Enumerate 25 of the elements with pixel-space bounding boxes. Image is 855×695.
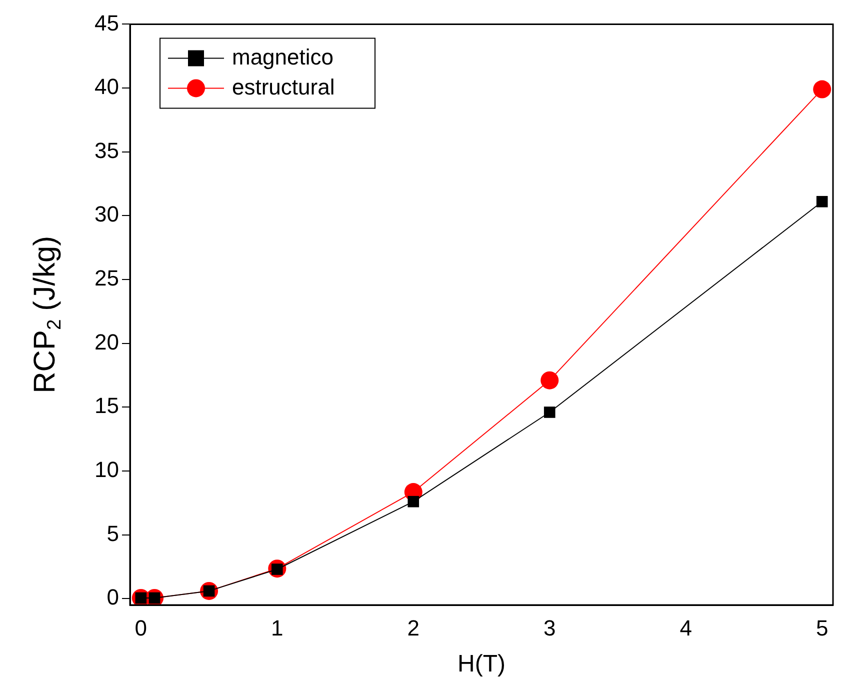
x-tick-label: 0	[134, 615, 148, 640]
x-axis-title: H(T)	[458, 650, 506, 678]
point	[544, 406, 556, 418]
y-tick-label: 0	[106, 584, 119, 610]
x-tick-label: 1	[271, 615, 284, 640]
y-axis-title: RCP2 (J/kg)	[28, 236, 66, 394]
point	[408, 496, 420, 508]
y-tick-label: 10	[94, 457, 119, 482]
y-tick-label: 35	[94, 138, 119, 163]
legend-label: magnetico	[232, 44, 334, 70]
y-tick-label: 25	[94, 266, 119, 291]
y-tick-label: 20	[94, 329, 119, 354]
x-tick-label: 5	[816, 615, 828, 640]
y-tick-label: 15	[94, 393, 119, 418]
y-tick-label: 40	[94, 74, 119, 100]
y-tick-label: 30	[94, 202, 119, 227]
point	[816, 196, 828, 208]
y-tick-label: 5	[106, 520, 119, 546]
point	[813, 80, 832, 98]
x-tick-label: 4	[680, 615, 692, 640]
x-tick-label: 2	[407, 615, 420, 640]
legend-label: estructural	[232, 74, 335, 100]
point	[540, 371, 559, 390]
y-tick-label: 45	[94, 10, 119, 36]
x-tick-label: 3	[543, 615, 556, 640]
